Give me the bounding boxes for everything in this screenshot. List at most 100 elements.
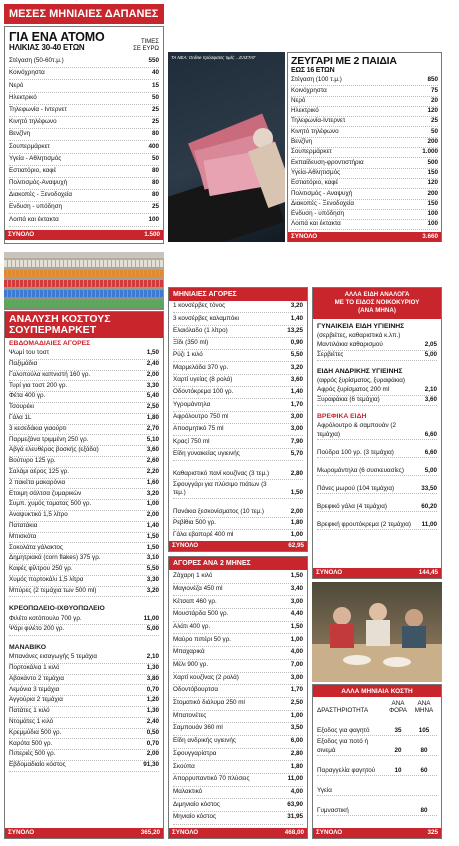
cost-row-label: Κοινόχρηστα <box>291 86 327 94</box>
cost-row: Χυμός πορτοκάλι 1,5 λίτρα 3,30 <box>9 576 159 587</box>
cost-row-label: Σερβιέτες <box>317 351 344 358</box>
men-hygiene-title: ΕΙΔΗ ΑΝΔΡΙΚΗΣ ΥΓΙΕΙΝΗΣ <box>317 368 403 375</box>
cost-row: Αφρός ξυρίσματος 200 ml 2,10 <box>317 385 437 396</box>
cost-row-value: 150 <box>427 199 438 207</box>
bimonthly-total: ΣΥΝΟΛΟ 468,00 <box>169 828 307 838</box>
cost-row-value: 11,00 <box>421 520 437 528</box>
cost-row: 2 πακέτα μακαρόνια 1,60 <box>9 479 159 490</box>
cost-row-value: 5,00 <box>424 351 437 358</box>
cost-row: Παρμεζάνα τριμμένη 250 γρ. 5,10 <box>9 435 159 447</box>
cost-row: Νερό 20 <box>291 97 438 107</box>
cost-row-label: Αφρός ξυρίσματος 200 ml <box>317 385 390 393</box>
cost-row: Μουστάρδα 500 γρ. 4,40 <box>173 609 303 622</box>
cost-row: Κοινόχρηστα 75 <box>291 86 438 97</box>
cost-row: Φιλέτο κοτόπουλο 700 γρ. 11,00 <box>9 614 159 626</box>
cost-row-value: 3,80 <box>146 674 159 682</box>
cost-row-value: 3,10 <box>146 554 159 562</box>
couple-total: ΣΥΝΟΛΟ 3.660 <box>288 232 441 243</box>
cost-row: Πολιτισμός - Αναψυχή 200 <box>291 189 438 200</box>
cost-row-value: 3,60 <box>424 396 437 403</box>
cost-row-label: Εβδομαδιαίο κόστος <box>9 761 66 769</box>
cost-row-value: 400 <box>148 142 159 150</box>
cost-row: Ετοιμη σάλτσα ζυμαρικών 3,20 <box>9 489 159 501</box>
other-costs-rows: Εξοδος για φαγητό 35 105 Εξοδος για ποτό ή … <box>313 716 441 816</box>
cost-row-label: Εκπαίδευση-φροντιστήρια <box>291 158 364 166</box>
cost-row: Φέτα 400 γρ. 5,40 <box>9 392 159 403</box>
cost-row-value: 1,50 <box>146 543 159 551</box>
restaurant-image <box>312 603 442 682</box>
cost-row: Στέγαση (100 τ.μ.) 850 <box>291 76 438 87</box>
cost-row: Μαρμελάδα 370 γρ. 3,20 <box>173 362 303 375</box>
cost-row-label: Φέτα 400 γρ. <box>9 392 46 400</box>
single-rows: Στέγαση (50-60τ.μ.) 550 Κοινόχρηστα 40 Νερό 1… <box>9 56 159 227</box>
restaurant-photo <box>312 582 442 682</box>
cost-row-label: Καρότα 500 γρ. <box>9 739 53 747</box>
cost-row-label: Φιλέτο κοτόπουλο 700 γρ. <box>9 614 82 622</box>
butcher-rows: Φιλέτο κοτόπουλο 700 γρ. 11,00 Ψάρι φιλέτο… <box>9 614 159 636</box>
cost-row: Διακοπές - Ξενοδοχεία 80 <box>9 190 159 203</box>
cost-row-value: 100 <box>427 210 438 218</box>
cost-row: Είδη γυναικείας υγιεινής 5,70 <box>173 449 303 461</box>
cost-row-value: 1,40 <box>290 388 303 396</box>
cost-row-value: 1,60 <box>146 478 159 486</box>
cost-row-value: 500 <box>427 158 438 166</box>
cost-row-value: 100 <box>427 220 438 228</box>
hygiene-panel: ΑΛΛΑ ΕΙΔΗ ΑΝΑΛΟΓΑ ΜΕ ΤΟ ΕΙΔΟΣ ΝΟΙΚΟΚΥΡΙΟ… <box>312 287 442 579</box>
cost-row-label: Γαλοπούλα καπνιστή 160 γρ. <box>9 370 91 378</box>
cost-row: Στέγαση (50-60τ.μ.) 550 <box>9 56 159 69</box>
cost-row-label: 3 κεσεδάκια γιαούρτι <box>9 424 67 432</box>
greengrocer-rows: Μπανάνες εισαγωγής 5 τεμάχια 2,10 Πορτοκάλ… <box>9 653 159 772</box>
cost-row-value: 40 <box>151 69 159 77</box>
cost-row-value: 1,50 <box>146 349 159 357</box>
cost-row-label: Εστιατόριο, καφέ <box>291 179 339 187</box>
cost-row: Σερβιέτες 5,00 <box>317 351 437 361</box>
women-hygiene-rows: Μαντιλάκια καθαρισμού 2,05 Σερβιέτες 5,00 <box>317 340 437 361</box>
monthly-total: ΣΥΝΟΛΟ 62,95 <box>169 541 307 551</box>
cost-row-value: 4,40 <box>290 610 303 618</box>
cost-row-value: 1,70 <box>290 400 303 408</box>
cost-row-label: Βενζίνη <box>9 130 30 138</box>
cost-row-label: Βρεφικό γάλα (4 τεμάχια) <box>317 502 387 510</box>
weekly-rows: Ψωμί του τοστ 1,50 Παξιμάδια 2,40 Γαλοπούλα … <box>9 349 159 598</box>
monthly-title: ΜΗΝΙΑΙΕΣ ΑΓΟΡΕΣ <box>169 288 307 301</box>
cost-row-label: Παξιμάδια <box>9 360 38 368</box>
cost-row-label: Ηλεκτρικό <box>291 107 319 115</box>
cost-row: Ηλεκτρικό 120 <box>291 107 438 118</box>
cost-row: Μαύρο πιπέρι 50 γρ. 1,00 <box>173 634 303 648</box>
cost-row-value: 6,00 <box>290 737 303 745</box>
cost-row-label: Σοκολάτα γάλακτος <box>9 543 63 551</box>
cost-row-label: Ξυραφάκια (6 τεμάχια) <box>317 396 380 403</box>
other-cost-row: Υγεία <box>317 776 437 796</box>
cost-row-value: 2,00 <box>290 508 303 516</box>
cost-row-label: Υγεία-Αθλητισμός <box>291 168 341 176</box>
cost-row-label: Κραςί 750 ml <box>173 437 210 445</box>
cost-row-label: Ντομάτες 1 κιλό <box>9 718 54 725</box>
hygiene-title: ΑΛΛΑ ΕΙΔΗ ΑΝΑΛΟΓΑ ΜΕ ΤΟ ΕΙΔΟΣ ΝΟΙΚΟΚΥΡΙΟ… <box>313 288 441 319</box>
cost-row: Καθαριστικό πανί κουζίνας (3 τεμ.) 2,80 <box>173 461 303 480</box>
cost-row: Ηλεκτρικό 50 <box>9 93 159 105</box>
cost-row-value: 1,80 <box>146 414 159 422</box>
cost-row: Μαγιονέζα 450 ml 3,40 <box>173 584 303 597</box>
cost-row: Γαλοπούλα καπνιστή 160 γρ. 2,00 <box>9 371 159 382</box>
cost-row-label: Ξίδι (350 ml) <box>173 339 209 347</box>
cost-row-label: Κινητό τηλέφωνο <box>291 127 339 135</box>
cost-row: Υγρομάντηλα 1,70 <box>173 399 303 412</box>
supermarket-photo <box>4 252 164 310</box>
cost-row: Τηλεφωνία-Ιντερνετ 25 <box>291 117 438 128</box>
cost-row: Ψάρι φιλέτο 200 γρ. 5,00 <box>9 625 159 636</box>
cost-row-label: Βούτυρο 125 γρ. <box>9 457 56 465</box>
cost-row-value: 1,50 <box>290 622 303 630</box>
cost-row-label: Ψάρι φιλέτο 200 γρ. <box>9 625 65 633</box>
cost-row-value: 5,70 <box>290 449 303 457</box>
cost-row: Μωρομάντηλα (6 συσκευασίες) 5,00 <box>317 458 437 476</box>
cost-row: Πούδρα 100 γρ. (3 τεμάχια) 6,60 <box>317 440 437 458</box>
cost-row-label: Ψωμί του τοστ <box>9 349 50 357</box>
cost-row-value: 1,30 <box>146 664 159 672</box>
cost-row: Κραςί 750 ml 7,90 <box>173 436 303 449</box>
cost-row: Πάνες μωρού (104 τεμάχια) 33,50 <box>317 476 437 494</box>
other-cost-per: 10 <box>394 766 402 774</box>
cost-row-label: Κινητό τηλέφωνο <box>9 118 57 126</box>
cost-row-value: 75 <box>430 86 438 94</box>
cost-row: Κέτσαπ 460 γρ. 3,00 <box>173 596 303 610</box>
cost-row-label: Χυμός πορτοκάλι 1,5 λίτρα <box>9 576 84 584</box>
